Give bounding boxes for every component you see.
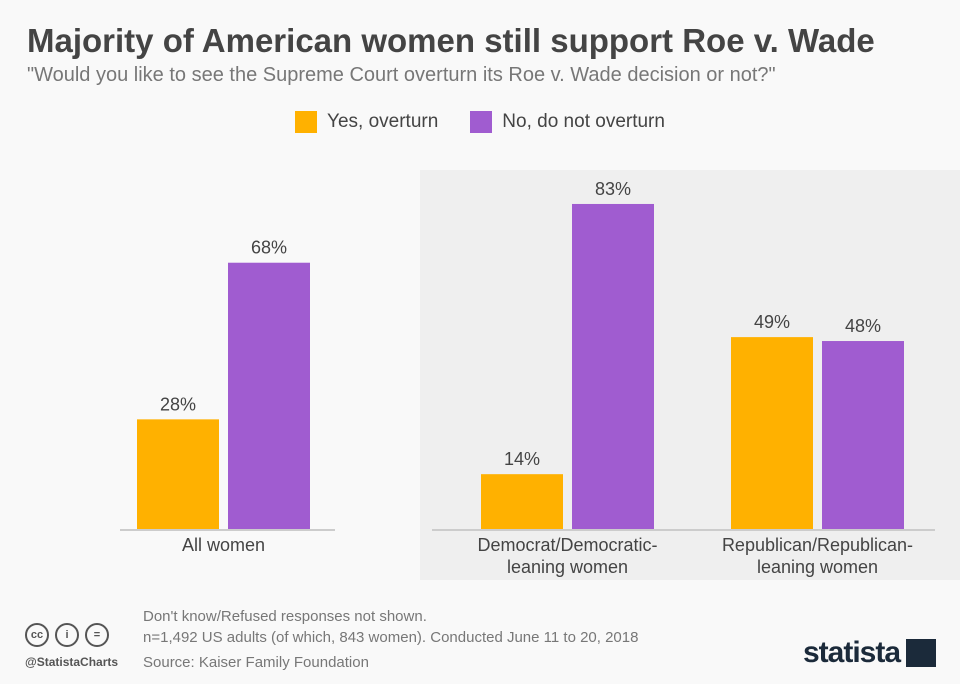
legend-item-yes: Yes, overturn <box>295 111 438 133</box>
sample-note: n=1,492 US adults (of which, 843 women).… <box>143 629 639 646</box>
legend-swatch <box>295 111 318 133</box>
footnote: Don't know/Refused responses not shown. <box>143 608 427 625</box>
chart-subtitle: "Would you like to see the Supreme Court… <box>27 64 776 86</box>
noderivs-icon: = <box>85 623 109 647</box>
bar <box>731 337 813 529</box>
license-icons: cc i = <box>25 623 109 647</box>
source: Source: Kaiser Family Foundation <box>143 654 369 671</box>
legend-item-no: No, do not overturn <box>470 111 665 133</box>
statista-logo: statista <box>803 636 937 670</box>
bar <box>572 203 654 530</box>
bar <box>137 419 219 529</box>
cc-icon: cc <box>25 623 49 647</box>
brand-text: statista <box>803 636 901 669</box>
bar <box>822 341 904 529</box>
bar <box>228 262 310 529</box>
legend-swatch <box>470 111 493 133</box>
category-label: Democrat/Democratic- <box>477 535 657 555</box>
category-label: All women <box>182 535 265 555</box>
category-label: Republican/Republican- <box>722 535 913 555</box>
legend-label: Yes, overturn <box>327 111 439 132</box>
chart-title: Majority of American women still support… <box>27 22 875 59</box>
attribution-icon: i <box>55 623 79 647</box>
legend: Yes, overturn No, do not overturn <box>0 111 960 133</box>
bar <box>481 474 563 529</box>
twitter-handle: @StatistaCharts <box>25 655 119 669</box>
data-label: 48% <box>845 316 881 336</box>
data-label: 68% <box>251 238 287 258</box>
category-label: leaning women <box>757 557 878 577</box>
data-label: 49% <box>754 312 790 332</box>
legend-label: No, do not overturn <box>502 111 665 132</box>
category-label: leaning women <box>507 557 628 577</box>
data-label: 14% <box>504 449 540 469</box>
data-label: 83% <box>595 179 631 199</box>
statista-mark-icon <box>906 639 937 667</box>
data-label: 28% <box>160 394 196 414</box>
